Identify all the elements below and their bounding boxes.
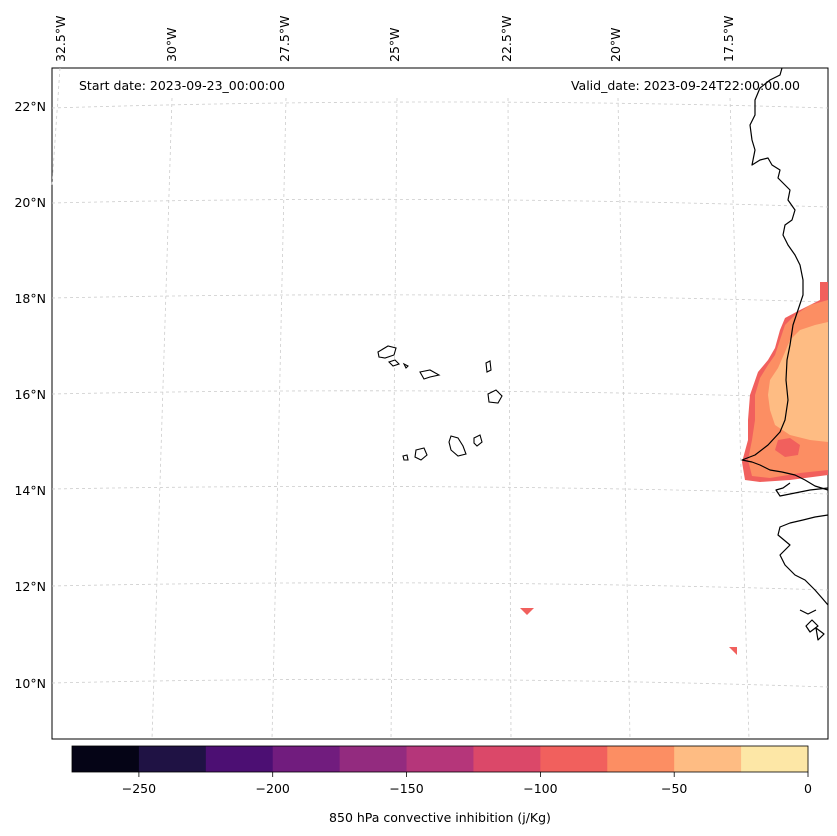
colorbar-segment — [607, 746, 675, 772]
island-maio — [473, 434, 483, 447]
colorbar-segment — [540, 746, 608, 772]
colorbar-segment — [406, 746, 474, 772]
gambia-river — [775, 482, 829, 497]
island-fogo — [414, 447, 428, 461]
colorbar-label: 850 hPa convective inhibition (j/Kg) — [329, 810, 551, 825]
africa-coastline — [741, 67, 829, 491]
island-sal — [485, 360, 492, 373]
colorbar-tick-label: −200 — [256, 781, 290, 796]
cin-patch-minus-100 — [775, 438, 800, 457]
longitude-labels: 32.5°W 30°W 27.5°W 25°W 22.5°W 20°W 17.5… — [53, 16, 736, 62]
island-sao-vicente — [387, 359, 401, 367]
cin-contours — [520, 282, 828, 655]
cin-level-minus-50 — [768, 322, 828, 442]
colorbar-segment — [272, 746, 341, 772]
lon-label: 25°W — [387, 27, 402, 62]
start-date-label: Start date: 2023-09-23_00:00:00 — [79, 78, 285, 93]
island-brava — [402, 454, 409, 461]
gridlines — [51, 67, 829, 740]
map-frame — [51, 67, 829, 740]
lat-label: 20°N — [14, 195, 46, 210]
valid-date-label: Valid_date: 2023-09-24T22:00:00.00 — [571, 78, 800, 93]
colorbar-tick-label: −100 — [523, 781, 557, 796]
colorbar-segment — [205, 746, 274, 772]
lat-label: 12°N — [14, 579, 46, 594]
cin-patch-south-b — [729, 647, 737, 655]
colorbar-frame — [71, 745, 809, 773]
guinea-bissau-coast — [777, 514, 829, 606]
colorbar-tick-labels: −250 −200 −150 −100 −50 0 — [122, 781, 812, 796]
colorbar-ticks — [138, 772, 809, 777]
lat-label: 10°N — [14, 676, 46, 691]
lon-label: 17.5°W — [721, 16, 736, 62]
colorbar-tick-label: 0 — [804, 781, 812, 796]
island-santiago — [448, 435, 467, 457]
colorbar-tick-label: −50 — [661, 781, 687, 796]
lat-label: 18°N — [14, 291, 46, 306]
colorbar-segment — [741, 746, 809, 772]
colorbar-segment — [674, 746, 742, 772]
lat-label: 14°N — [14, 483, 46, 498]
guinea-islands — [799, 609, 825, 641]
island-sao-nicolau — [419, 369, 441, 380]
latitude-labels: 22°N 20°N 18°N 16°N 14°N 12°N 10°N — [14, 99, 46, 691]
island-santa-luzia — [402, 362, 409, 369]
lon-label: 30°W — [164, 27, 179, 62]
lat-label: 22°N — [14, 99, 46, 114]
lon-label: 20°W — [608, 27, 623, 62]
island-santo-antao — [377, 345, 397, 359]
colorbar-segment — [138, 746, 207, 772]
colorbar-tick-label: −150 — [389, 781, 423, 796]
island-boa-vista — [487, 389, 503, 404]
colorbar-segment — [339, 746, 408, 772]
lat-label: 16°N — [14, 387, 46, 402]
lon-label: 27.5°W — [277, 16, 292, 62]
colorbar-segment — [473, 746, 541, 772]
colorbar-segment — [72, 746, 140, 772]
lon-label: 22.5°W — [499, 16, 514, 62]
coastline — [741, 67, 829, 641]
colorbar-tick-label: −250 — [122, 781, 156, 796]
cin-patch-south-a — [520, 608, 534, 615]
lon-label: 32.5°W — [53, 16, 68, 62]
colorbar — [72, 746, 809, 772]
cape-verde-islands — [377, 345, 503, 461]
